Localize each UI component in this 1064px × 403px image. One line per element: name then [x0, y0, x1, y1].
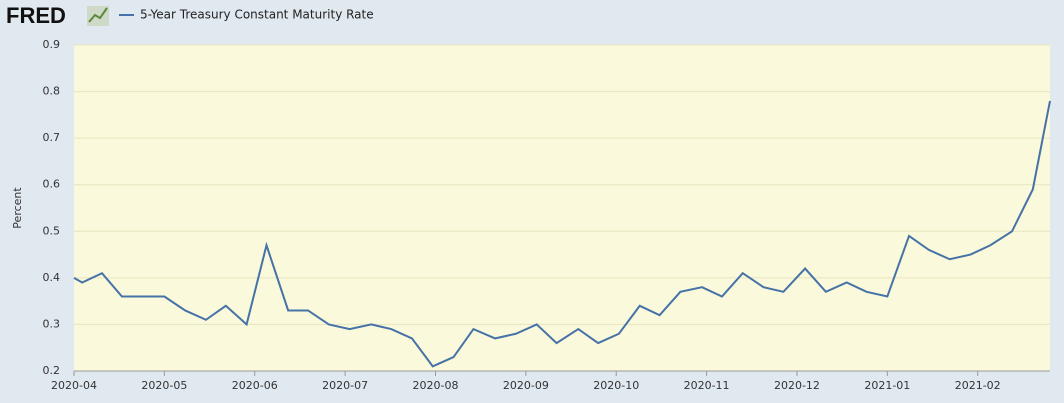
logo-icon [87, 6, 109, 26]
x-tick-label: 2020-10 [593, 379, 639, 392]
x-tick-label: 2020-12 [774, 379, 820, 392]
plot-area [74, 45, 1050, 371]
y-tick-label: 0.9 [43, 38, 61, 51]
legend-label: 5-Year Treasury Constant Maturity Rate [140, 8, 374, 22]
y-tick-label: 0.2 [43, 364, 61, 377]
y-tick-label: 0.8 [43, 85, 61, 98]
logo[interactable]: FRED [6, 3, 66, 28]
series-line [73, 100, 1051, 368]
y-tick-label: 0.7 [43, 131, 61, 144]
y-axis-label: Percent [11, 187, 24, 229]
y-tick-label: 0.3 [43, 317, 61, 330]
x-tick-label: 2020-08 [412, 379, 458, 392]
y-tick-label: 0.6 [43, 178, 61, 191]
x-tick-label: 2020-05 [141, 379, 187, 392]
x-tick-label: 2020-11 [684, 379, 730, 392]
y-tick-label: 0.4 [43, 271, 61, 284]
x-tick-label: 2020-09 [503, 379, 549, 392]
x-tick-label: 2020-06 [232, 379, 278, 392]
x-tick-label: 2020-07 [322, 379, 368, 392]
y-tick-label: 0.5 [43, 224, 61, 237]
x-tick-label: 2020-04 [51, 379, 97, 392]
x-tick-label: 2021-01 [864, 379, 910, 392]
x-tick-label: 2021-02 [955, 379, 1001, 392]
